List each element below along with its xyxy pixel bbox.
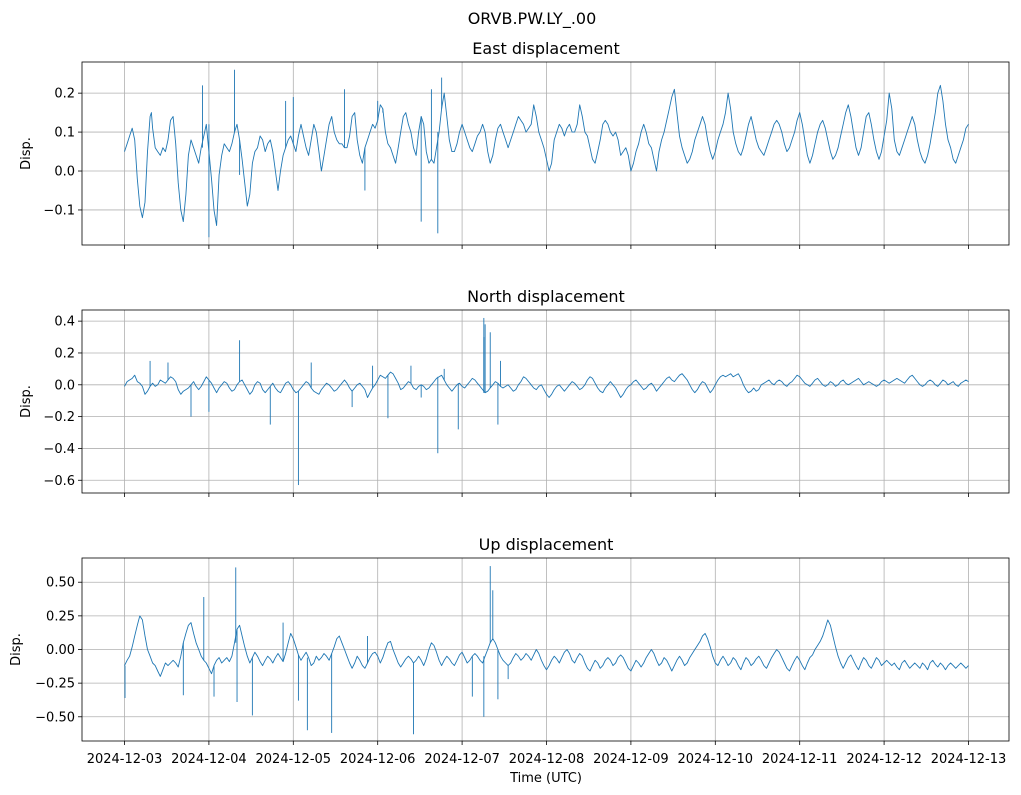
series-line bbox=[124, 615, 969, 677]
x-tick-label: 2024-12-05 bbox=[256, 752, 332, 767]
axes-frame bbox=[81, 557, 1010, 742]
y-tick-label: 0.4 bbox=[54, 315, 75, 330]
y-tick-label: 0.2 bbox=[54, 87, 75, 102]
y-tick-label: 0.0 bbox=[54, 378, 75, 393]
y-tick-label: 0.2 bbox=[54, 346, 75, 361]
x-tick-label: 2024-12-09 bbox=[593, 752, 669, 767]
y-tick-label: −0.6 bbox=[43, 474, 75, 489]
panel-north: −0.6 −0.4 −0.2 0.0 0.2 0.4 North displacement D… bbox=[19, 287, 1010, 497]
y-tick-label: −0.25 bbox=[35, 677, 75, 692]
x-tick-label: 2024-12-11 bbox=[762, 752, 838, 767]
panel-title: North displacement bbox=[467, 287, 625, 306]
y-axis-label: Disp. bbox=[19, 137, 34, 170]
series-line bbox=[124, 371, 969, 398]
x-tick-label: 2024-12-12 bbox=[846, 752, 922, 767]
y-axis-label: Disp. bbox=[19, 385, 34, 418]
y-axis-label: Disp. bbox=[9, 633, 24, 666]
axes-frame bbox=[81, 309, 1010, 494]
x-tick-label: 2024-12-13 bbox=[931, 752, 1007, 767]
y-tick-label: −0.2 bbox=[43, 410, 75, 425]
y-tick-label: 0.25 bbox=[46, 609, 75, 624]
panel-up: −0.50 −0.25 0.00 0.25 0.50 Up displacement Dis… bbox=[9, 535, 1010, 745]
x-tick-label: 2024-12-06 bbox=[340, 752, 416, 767]
x-tick-labels: 2024-12-03 2024-12-04 2024-12-05 2024-12-06… bbox=[87, 752, 1007, 767]
y-tick-label: −0.50 bbox=[35, 710, 75, 725]
figure-suptitle: ORVB.PW.LY_.00 bbox=[468, 9, 597, 29]
y-tick-label: 0.50 bbox=[46, 576, 75, 591]
axes-frame bbox=[81, 61, 1010, 246]
y-tick-label: −0.1 bbox=[43, 203, 75, 218]
x-tick-label: 2024-12-10 bbox=[678, 752, 754, 767]
x-tick-label: 2024-12-07 bbox=[424, 752, 500, 767]
y-tick-label: −0.4 bbox=[43, 442, 75, 457]
x-tick-label: 2024-12-03 bbox=[87, 752, 163, 767]
y-tick-label: 0.0 bbox=[54, 165, 75, 180]
y-tick-label: 0.00 bbox=[46, 643, 75, 658]
panel-title: East displacement bbox=[472, 39, 619, 58]
x-tick-label: 2024-12-04 bbox=[171, 752, 247, 767]
x-tick-label: 2024-12-08 bbox=[509, 752, 585, 767]
x-axis-label: Time (UTC) bbox=[509, 771, 582, 786]
panel-title: Up displacement bbox=[479, 535, 614, 554]
series-line bbox=[124, 84, 969, 226]
y-tick-label: 0.1 bbox=[54, 126, 75, 141]
panel-east: −0.1 0.0 0.1 0.2 East displacement Disp. bbox=[19, 39, 1010, 249]
